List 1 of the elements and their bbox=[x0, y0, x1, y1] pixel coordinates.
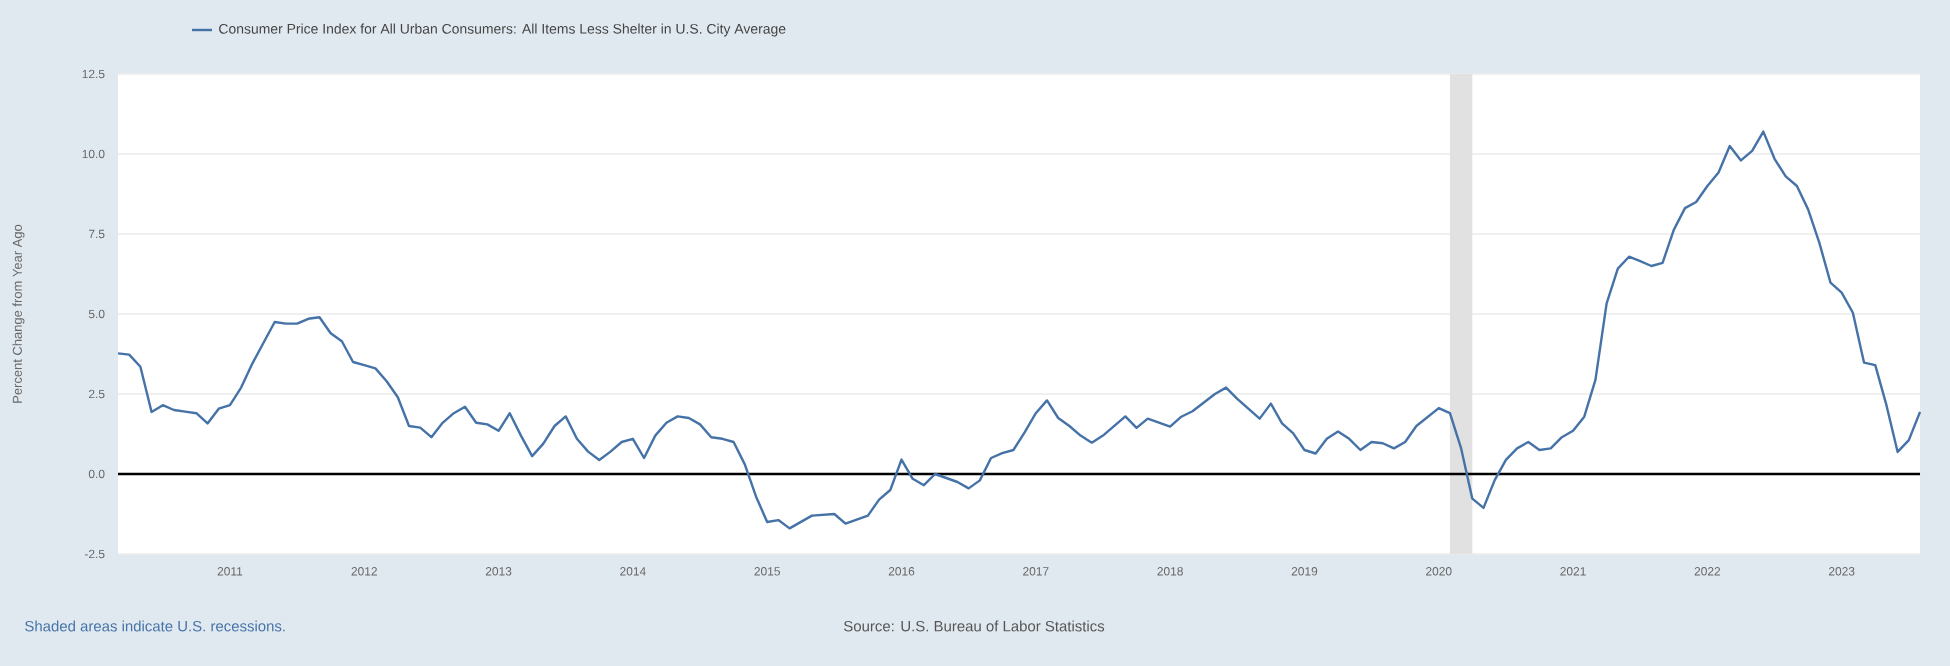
line-series bbox=[116, 130, 1922, 530]
